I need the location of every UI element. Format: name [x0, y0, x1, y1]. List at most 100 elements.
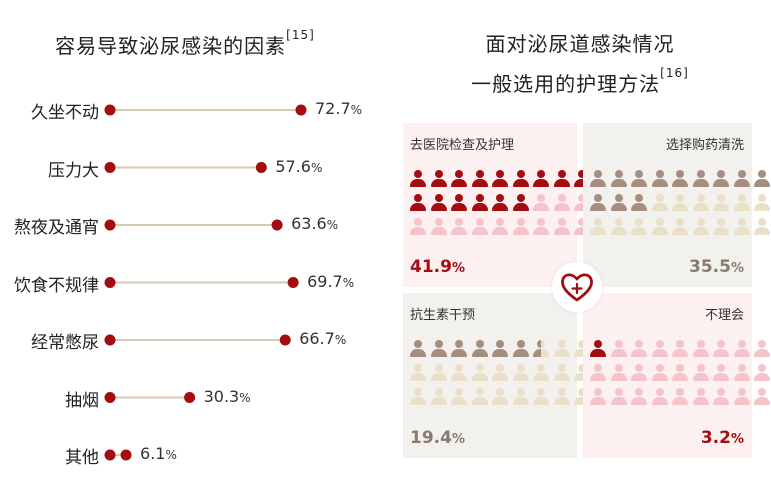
person-icon [610, 218, 627, 235]
panel-value: 41.9% [410, 257, 465, 277]
person-icon [574, 364, 590, 381]
person-icon [574, 194, 590, 211]
person-icon [451, 218, 467, 235]
person-icon [430, 340, 447, 357]
person-icon [410, 340, 426, 357]
person-icon [553, 340, 570, 357]
person-icon [590, 388, 606, 405]
value-label: 69.7% [307, 271, 355, 291]
person-icon [672, 388, 688, 405]
person-icon [533, 388, 549, 405]
person-icon [651, 194, 668, 211]
person-icon [451, 170, 467, 187]
person-icon [672, 170, 688, 187]
person-icon [631, 170, 647, 187]
lollipop-value-dot [287, 277, 299, 288]
person-icon [651, 364, 668, 381]
value-label: 30.3% [203, 386, 251, 406]
person-icon [430, 388, 447, 405]
person-icon [512, 340, 529, 357]
panel-label: 不理会 [704, 308, 744, 323]
value-label: 66.7% [299, 329, 347, 348]
person-icon [754, 194, 770, 211]
pictogram-panel: 不理会 3.2% [583, 293, 770, 458]
category-label: 其他 [65, 448, 99, 468]
lollipop-value-dot [255, 162, 267, 173]
lollipop-start-dot [104, 104, 116, 116]
person-icon [631, 364, 647, 381]
person-icon [553, 218, 570, 235]
person-icon [430, 218, 447, 235]
lollipop-value-dot [120, 449, 132, 461]
person-icon [631, 340, 647, 357]
person-icon [733, 364, 750, 381]
person-icon [692, 388, 709, 405]
person-icon [672, 194, 688, 211]
person-icon [754, 170, 770, 187]
person-icon [631, 194, 647, 211]
person-icon [533, 218, 549, 235]
left-chart-title: 容易导致泌尿感染的因素[15] [55, 28, 315, 58]
panel-value: 3.2% [700, 428, 744, 448]
person-icon [451, 364, 467, 381]
person-icon [672, 218, 688, 235]
person-icon [410, 218, 426, 235]
panel-label: 选择购药清洗 [665, 138, 744, 153]
person-icon [692, 170, 709, 187]
person-icon [651, 218, 668, 235]
person-icon [631, 218, 647, 235]
person-icon [713, 218, 729, 235]
person-icon [553, 364, 570, 381]
person-icon [590, 340, 606, 357]
panel-label: 抗生素干预 [410, 308, 476, 323]
person-icon [512, 364, 529, 381]
value-label: 6.1% [140, 444, 177, 463]
person-icon [430, 170, 447, 187]
person-icon [471, 218, 488, 235]
person-icon [553, 194, 570, 211]
lollipop-start-dot [104, 392, 116, 403]
value-label: 63.6% [291, 214, 339, 233]
category-label: 抽烟 [65, 390, 99, 411]
person-icon [533, 170, 549, 187]
person-icon [471, 364, 488, 381]
person-icon [733, 388, 750, 405]
person-icon [651, 388, 668, 405]
person-icon [512, 194, 529, 211]
person-icon [533, 194, 549, 211]
person-icon [492, 388, 508, 405]
pictogram-panel: 去医院检查及护理 41.9% [403, 123, 590, 287]
person-icon [512, 218, 529, 235]
person-icon [692, 364, 709, 381]
person-icon [672, 340, 688, 357]
lollipop-start-dot [104, 219, 116, 231]
heart-plus-icon [552, 262, 602, 312]
person-icon [733, 170, 750, 187]
person-icon [610, 388, 627, 405]
value-label: 57.6% [275, 156, 323, 176]
person-icon [430, 194, 447, 211]
panel-label: 去医院检查及护理 [410, 138, 515, 153]
person-icon [651, 340, 668, 357]
person-icon [590, 218, 606, 235]
person-icon [692, 340, 709, 357]
lollipop-value-dot [295, 104, 307, 116]
person-icon [713, 170, 729, 187]
category-label: 久坐不动 [31, 103, 99, 123]
lollipop-start-dot [104, 334, 116, 346]
lollipop-start-dot [104, 277, 116, 288]
person-icon [533, 364, 549, 381]
person-icon [410, 364, 426, 381]
category-label: 压力大 [48, 160, 99, 181]
person-icon [672, 364, 688, 381]
person-icon [590, 194, 606, 211]
right-chart-title-line2: 一般选用的护理方法[16] [471, 66, 689, 96]
person-icon [692, 194, 709, 211]
person-icon [713, 194, 729, 211]
person-icon [713, 364, 729, 381]
person-icon [553, 388, 570, 405]
person-icon [733, 340, 750, 357]
person-icon [430, 364, 447, 381]
person-icon [610, 194, 627, 211]
person-icon [512, 388, 529, 405]
